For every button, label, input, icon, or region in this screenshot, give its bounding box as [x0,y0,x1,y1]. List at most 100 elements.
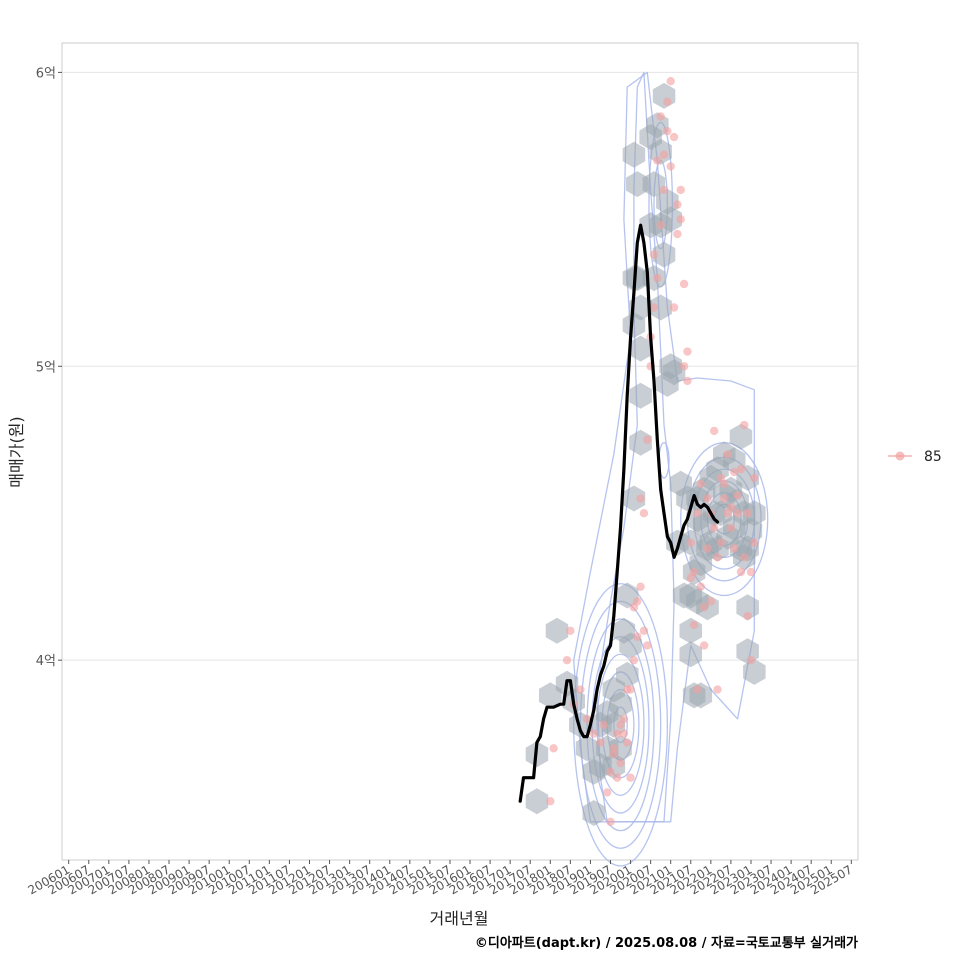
data-point [626,685,635,694]
data-point [562,655,572,665]
data-point [649,250,659,259]
data-point [609,744,619,753]
data-point [606,817,615,826]
data-point [740,553,749,562]
data-point [689,567,699,577]
data-point [663,97,672,106]
data-point [723,450,732,459]
data-point [740,420,749,430]
hexbin-cell [739,517,763,544]
data-point [612,729,622,738]
data-point [726,523,736,533]
data-point [730,544,739,553]
trend-line-layer [518,223,720,803]
data-point [679,362,689,371]
data-point [730,467,739,477]
hexbin-cell [616,582,639,609]
data-point [743,611,752,621]
hexbin-cell [616,661,639,688]
legend-marker [895,451,905,461]
data-point [626,773,635,782]
data-point [696,479,706,489]
y-tick-label: 6억 [36,66,56,81]
data-point [703,494,712,503]
data-point [663,126,672,136]
data-point [716,538,726,547]
data-point [612,773,622,782]
hexbin-cell [679,582,702,609]
data-point [676,215,685,224]
data-point [546,797,555,806]
data-point [629,655,639,665]
data-point [659,150,669,159]
data-point [750,538,759,547]
data-point [709,426,719,436]
hexbin-cell [626,265,649,292]
data-point [636,582,645,591]
hexbin-cell [622,141,646,168]
data-point [589,729,598,738]
data-point [679,279,689,289]
hexbin-cell [609,691,632,718]
hexbin-cell [652,241,676,268]
data-point [596,738,605,747]
data-point [709,523,719,533]
data-point [743,509,752,518]
data-point [683,347,692,356]
contour-outer [573,71,755,823]
data-point [683,376,692,386]
data-point [623,738,632,747]
data-point [720,479,729,489]
data-point [693,509,702,518]
grid [62,71,858,661]
data-point [633,632,642,641]
data-point [636,494,645,503]
data-point [619,729,629,738]
data-point [643,435,652,444]
data-point [576,685,585,694]
data-point [669,132,679,142]
hexbin-cell [629,294,652,321]
y-axis-title: 매매가(원) [7,416,26,487]
hexbin-cell [729,423,753,450]
data-point [639,626,649,635]
data-point [669,303,679,312]
hexbin-cell [642,171,666,198]
data-point [736,464,746,474]
data-point [696,582,706,591]
hexbin-cell [659,206,682,233]
data-point [606,767,615,777]
data-point [673,229,682,239]
data-point [619,714,629,724]
hexbin-cell [622,485,646,512]
y-axis-ticks: 4억 5억 6억 [36,66,62,669]
data-point [599,720,609,730]
data-point [686,538,695,547]
data-point [666,162,675,171]
data-point [602,788,612,797]
hexbin-cell [649,294,672,321]
x-axis-ticks: 2006012006072007012007072008012008072009… [26,860,855,898]
hexbin-cell [582,800,605,826]
hexbin-cell [629,335,652,362]
data-point [656,221,665,230]
data-point [656,112,665,121]
hexbin-cell [525,788,549,815]
data-point [699,641,709,650]
data-point [720,494,729,503]
hexbin-cell [743,658,766,685]
data-point [736,567,746,577]
data-point [616,758,625,768]
data-point [746,567,756,577]
data-point [653,156,662,165]
hexbin-cell [545,617,569,644]
data-point [566,626,575,635]
scatter-points [546,77,759,826]
data-point [633,597,642,606]
data-point [693,685,702,694]
data-point [582,714,592,724]
data-point [549,744,558,753]
data-point [666,77,675,86]
hexbin-cell [575,735,599,762]
